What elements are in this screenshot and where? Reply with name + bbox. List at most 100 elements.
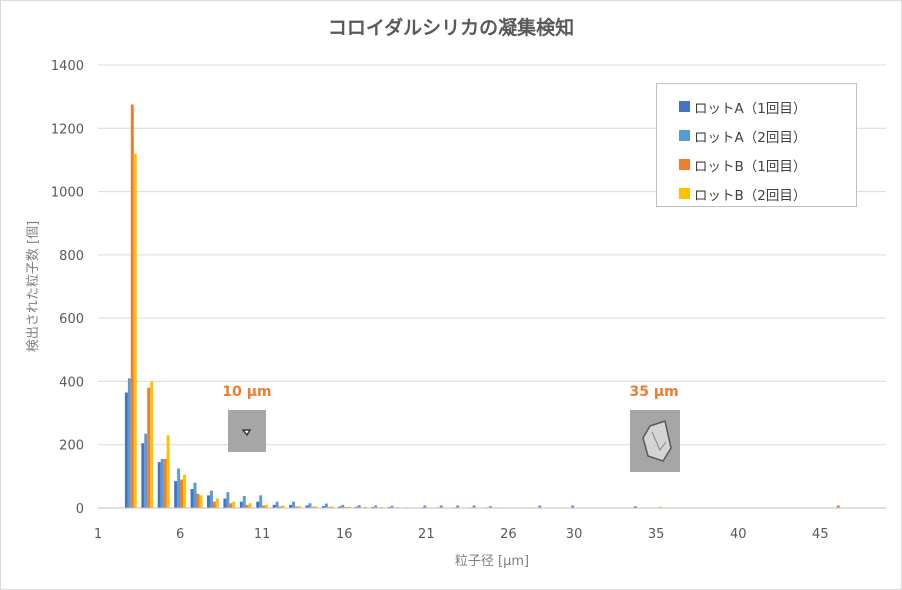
bar-3 [262,505,266,508]
y-axis-ticks: 0 200 400 600 800 1000 1200 1400 [51,59,84,517]
bar-1 [321,506,325,508]
bar-2 [423,505,427,508]
bar-4 [183,474,186,508]
legend-item: ロットA（2回目） [679,121,856,150]
bar-3 [196,493,200,508]
bar-4 [330,506,334,508]
bar-4 [232,501,236,508]
bar-4 [248,503,252,508]
legend-label: ロットB（1回目） [694,158,807,175]
x-tick-label: 45 [812,527,829,542]
legend: ロットA（1回目） ロットA（2回目） ロットB（1回目） ロットB（2回目） [656,83,857,207]
bar-2 [341,504,345,508]
x-tick-label: 35 [648,527,665,542]
bar-2 [177,468,181,508]
bar-3 [212,501,216,508]
bar-2 [439,505,443,508]
y-tick-label: 1400 [51,59,84,74]
legend-label: ロットA（2回目） [694,129,807,146]
legend-label: ロットA（1回目） [694,100,807,117]
bar-1 [354,506,358,508]
bar-1 [157,462,161,508]
bar-1 [124,392,128,508]
bar-4 [215,498,219,508]
bar-1 [272,504,276,508]
legend-item: ロットA（1回目） [679,92,856,121]
bar-3 [163,458,167,508]
bar-2 [275,501,279,508]
bar-2 [259,495,263,508]
x-tick-label: 21 [418,527,435,542]
bar-2 [209,490,213,508]
bar-2 [160,458,164,508]
x-tick-label: 26 [500,527,517,542]
bar-2 [242,495,246,508]
particle-image [228,410,267,452]
bar-2 [127,378,131,508]
bar-3 [245,504,249,508]
bar-4 [133,153,137,508]
bar-1 [305,505,309,508]
legend-swatch [679,159,690,170]
bar-3 [311,506,315,508]
bar-4 [347,506,351,508]
annotation-label: 35 µm [629,384,679,400]
y-axis-title: 検出された粒子数 [個] [26,221,41,352]
bar-2 [292,501,295,508]
y-tick-label: 0 [76,502,84,517]
bar-1 [223,498,227,508]
bar-3 [836,505,840,508]
y-tick-label: 800 [59,249,84,264]
x-tick-label: 11 [254,527,271,542]
legend-item: ロットB（2回目） [679,179,856,208]
bar-4 [281,505,285,508]
bar-4 [363,506,367,508]
chart-title: コロイダルシリカの凝集検知 [327,17,575,39]
bar-3 [147,387,151,508]
x-tick-label: 6 [176,527,184,542]
bar-1 [141,443,145,508]
y-tick-label: 1200 [51,122,84,137]
bar-2 [571,505,575,508]
bar-2 [390,505,394,508]
y-tick-label: 400 [59,375,84,390]
bar-1 [256,501,260,508]
bar-4 [659,506,663,508]
legend-swatch [679,130,690,141]
bar-2 [226,492,230,508]
x-axis-ticks: 1 6 11 16 21 26 30 35 40 45 [94,527,829,542]
bar-4 [297,506,301,508]
y-tick-label: 200 [59,439,84,454]
x-tick-label: 40 [730,527,747,542]
x-axis-title: 粒子径 [µm] [455,554,529,569]
bar-3 [278,506,282,508]
bar-2 [489,506,492,508]
bar-1 [190,489,194,508]
bar-2 [357,505,361,508]
bar-2 [374,505,378,508]
legend-swatch [679,101,690,112]
bar-3 [229,503,233,508]
legend-label: ロットB（2回目） [694,187,807,204]
bar-3 [130,104,134,508]
bar-1 [289,504,293,508]
bar-series [124,104,840,508]
bar-2 [456,505,460,508]
bar-2 [324,503,328,508]
bar-4 [314,506,318,508]
bar-1 [239,501,243,508]
bar-4 [150,381,154,508]
bar-2 [538,505,542,508]
bar-1 [338,506,342,508]
annotation-label: 10 µm [222,384,272,400]
bar-4 [265,504,269,508]
y-tick-label: 600 [59,312,84,327]
x-tick-label: 30 [566,527,583,542]
bar-2 [144,433,148,508]
bar-2 [193,482,197,508]
legend-item: ロットB（1回目） [679,150,856,179]
legend-swatch [679,188,690,199]
bar-3 [180,479,184,508]
bar-1 [633,506,637,508]
